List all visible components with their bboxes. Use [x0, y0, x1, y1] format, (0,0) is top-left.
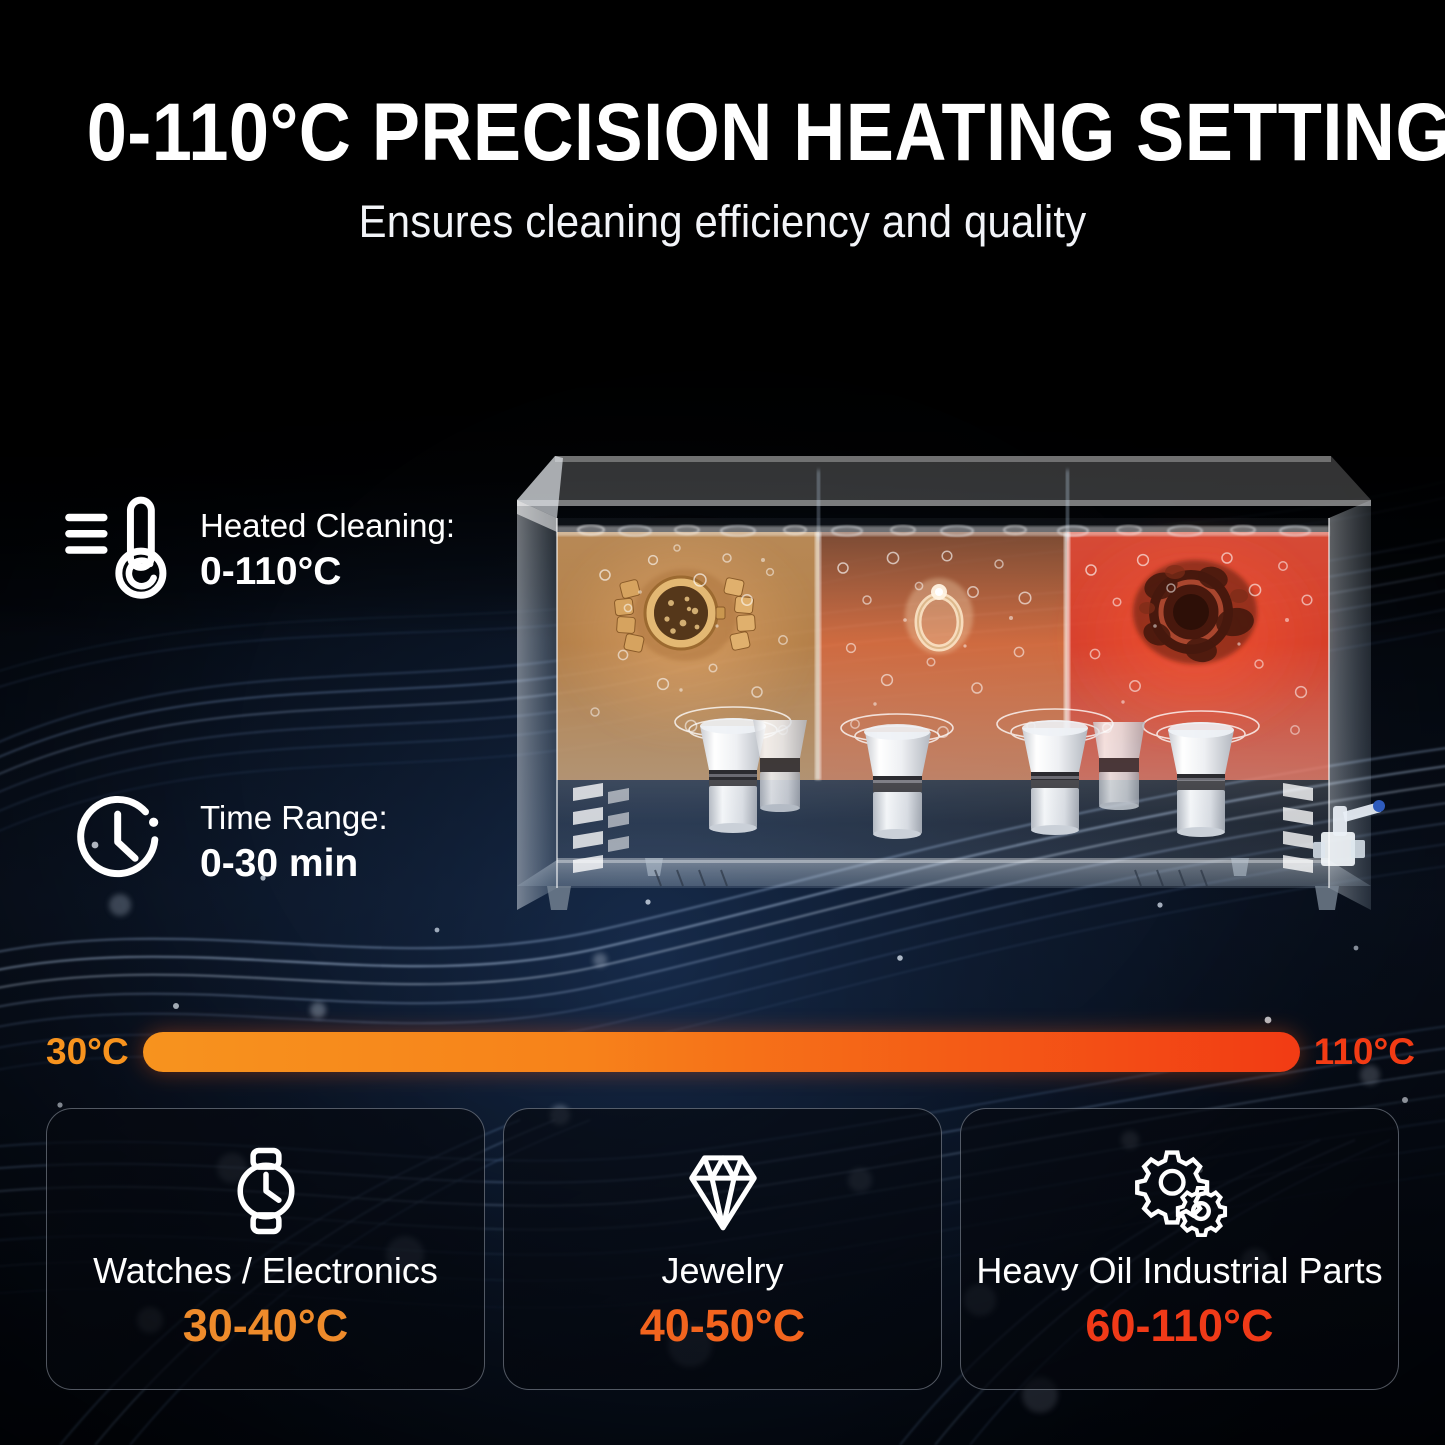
thermometer-icon — [65, 496, 167, 599]
feature-time-range: Time Range: 0-30 min — [62, 784, 455, 900]
feature-label: Heated Cleaning: — [200, 507, 456, 545]
page-title: 0-110°C PRECISION HEATING SETTINGS — [86, 87, 1445, 178]
temp-max-label: 110°C — [1313, 1031, 1415, 1072]
feature-label: Time Range: — [200, 799, 388, 837]
category-card-jewelry[interactable]: Jewelry 40-50°C — [503, 1108, 942, 1390]
card-icon-slot — [677, 1143, 769, 1239]
card-title: Heavy Oil Industrial Parts — [976, 1250, 1383, 1291]
feature-value: 0-30 min — [200, 841, 359, 885]
watch-icon — [236, 1147, 295, 1235]
card-value: 60-110°C — [1085, 1299, 1274, 1351]
gold-ring-item — [905, 578, 973, 654]
header: 0-110°C PRECISION HEATING SETTINGS Ensur… — [0, 0, 1445, 248]
card-title: Jewelry — [661, 1250, 784, 1291]
diamond-icon — [688, 1155, 757, 1231]
card-icon-slot — [220, 1143, 312, 1239]
category-card-industrial[interactable]: Heavy Oil Industrial Parts 60-110°C — [960, 1108, 1399, 1390]
card-value: 30-40°C — [182, 1299, 349, 1351]
temperature-range-bar: 30°C 110°C — [0, 1028, 1445, 1076]
card-value: 40-50°C — [639, 1299, 806, 1351]
page-subtitle: Ensures cleaning efficiency and quality — [358, 196, 1087, 247]
category-card-watches[interactable]: Watches / Electronics 30-40°C — [46, 1108, 485, 1390]
gold-wristwatch-item — [614, 569, 756, 661]
temp-min-label: 30°C — [46, 1031, 129, 1072]
clock-icon — [77, 795, 159, 878]
card-icon-slot — [1132, 1143, 1228, 1239]
temp-gradient-track — [142, 1032, 1300, 1072]
gears-icon — [1134, 1150, 1227, 1237]
card-title: Watches / Electronics — [93, 1250, 438, 1291]
water-surface — [557, 524, 1329, 537]
ultrasonic-cleaner-product — [517, 456, 1385, 910]
category-card-row: Watches / Electronics 30-40°C Jewelry 40… — [46, 1108, 1399, 1390]
feature-value: 0-110°C — [200, 549, 342, 593]
feature-list: Heated Cleaning: 0-110°C Time Range: 0-3… — [62, 492, 455, 900]
heavy-oil-part-item — [1133, 560, 1257, 664]
feature-heated-cleaning: Heated Cleaning: 0-110°C — [62, 492, 455, 608]
